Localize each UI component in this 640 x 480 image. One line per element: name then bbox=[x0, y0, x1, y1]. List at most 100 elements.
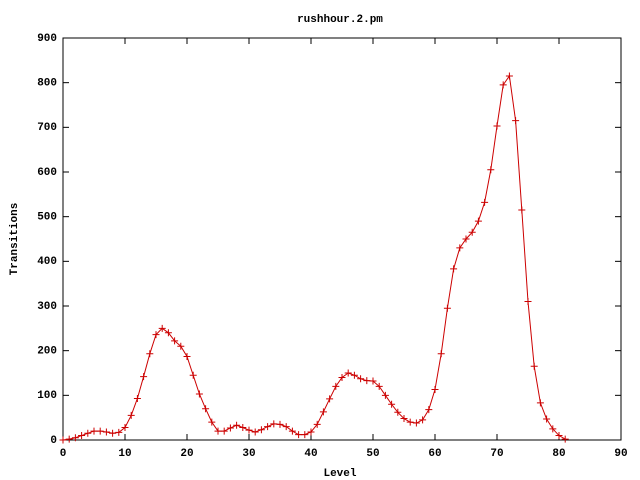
point-marker bbox=[102, 428, 110, 436]
point-marker bbox=[394, 408, 402, 416]
y-tick-label: 800 bbox=[37, 78, 57, 90]
point-marker bbox=[543, 415, 551, 423]
point-marker bbox=[338, 373, 346, 381]
point-marker bbox=[412, 419, 420, 427]
point-marker bbox=[505, 72, 513, 80]
point-marker bbox=[344, 369, 352, 377]
point-marker bbox=[357, 375, 365, 383]
x-tick-label: 60 bbox=[428, 448, 441, 460]
point-marker bbox=[189, 371, 197, 379]
point-marker bbox=[78, 432, 86, 440]
y-tick-label: 500 bbox=[37, 212, 57, 224]
point-marker bbox=[493, 122, 501, 130]
y-tick-label: 900 bbox=[37, 33, 57, 45]
x-tick-label: 10 bbox=[118, 448, 131, 460]
point-marker bbox=[183, 352, 191, 360]
point-marker bbox=[499, 81, 507, 89]
point-marker bbox=[443, 304, 451, 312]
y-tick-label: 100 bbox=[37, 390, 57, 402]
point-marker bbox=[171, 337, 179, 345]
point-marker bbox=[84, 429, 92, 437]
x-tick-label: 90 bbox=[614, 448, 627, 460]
y-axis-label: Transitions bbox=[9, 203, 21, 276]
point-marker bbox=[202, 405, 210, 413]
point-marker bbox=[549, 425, 557, 433]
point-marker bbox=[121, 423, 129, 431]
point-marker bbox=[264, 423, 272, 431]
point-marker bbox=[474, 217, 482, 225]
point-marker bbox=[288, 427, 296, 435]
chart-title: rushhour.2.pm bbox=[297, 14, 383, 26]
point-marker bbox=[419, 416, 427, 424]
point-marker bbox=[406, 418, 414, 426]
point-marker bbox=[375, 382, 383, 390]
point-marker bbox=[282, 423, 290, 431]
point-marker bbox=[431, 386, 439, 394]
point-marker bbox=[158, 324, 166, 332]
point-marker bbox=[270, 420, 278, 428]
point-marker bbox=[425, 406, 433, 414]
point-marker bbox=[233, 421, 241, 429]
point-marker bbox=[530, 362, 538, 370]
point-marker bbox=[561, 435, 569, 443]
y-tick-label: 700 bbox=[37, 122, 57, 134]
plot-border bbox=[62, 37, 622, 441]
y-tick-label: 200 bbox=[37, 346, 57, 358]
series-line bbox=[62, 74, 566, 441]
x-tick-label: 70 bbox=[490, 448, 503, 460]
x-tick-label: 50 bbox=[366, 448, 379, 460]
point-marker bbox=[462, 235, 470, 243]
point-marker bbox=[251, 428, 259, 436]
point-marker bbox=[195, 390, 203, 398]
point-marker bbox=[555, 432, 563, 440]
point-marker bbox=[152, 331, 160, 339]
point-marker bbox=[214, 427, 222, 435]
point-marker bbox=[245, 426, 253, 434]
point-marker bbox=[450, 265, 458, 273]
point-marker bbox=[319, 408, 327, 416]
point-marker bbox=[177, 342, 185, 350]
y-tick-label: 0 bbox=[50, 435, 57, 447]
point-marker bbox=[512, 117, 520, 125]
point-marker bbox=[388, 400, 396, 408]
point-marker bbox=[307, 428, 315, 436]
x-tick-label: 30 bbox=[242, 448, 255, 460]
point-marker bbox=[481, 198, 489, 206]
point-marker bbox=[109, 429, 117, 437]
point-marker bbox=[59, 436, 67, 444]
point-marker bbox=[295, 431, 303, 439]
y-tick-label: 300 bbox=[37, 301, 57, 313]
point-marker bbox=[146, 350, 154, 358]
point-marker bbox=[226, 424, 234, 432]
point-marker bbox=[363, 377, 371, 385]
point-marker bbox=[220, 427, 228, 435]
point-marker bbox=[524, 298, 532, 306]
y-tick-label: 600 bbox=[37, 167, 57, 179]
point-marker bbox=[239, 423, 247, 431]
point-marker bbox=[115, 428, 123, 436]
point-marker bbox=[468, 228, 476, 236]
point-marker bbox=[437, 350, 445, 358]
point-marker bbox=[140, 373, 148, 381]
point-marker bbox=[127, 411, 135, 419]
point-marker bbox=[301, 431, 309, 439]
y-tick-label: 400 bbox=[37, 256, 57, 268]
point-marker bbox=[518, 206, 526, 214]
point-marker bbox=[96, 427, 104, 435]
x-tick-label: 0 bbox=[60, 448, 67, 460]
point-marker bbox=[133, 394, 141, 402]
x-tick-label: 20 bbox=[180, 448, 193, 460]
point-marker bbox=[487, 166, 495, 174]
point-marker bbox=[65, 435, 73, 443]
x-tick-label: 40 bbox=[304, 448, 317, 460]
point-marker bbox=[381, 391, 389, 399]
point-marker bbox=[276, 420, 284, 428]
point-marker bbox=[71, 434, 79, 442]
point-marker bbox=[164, 329, 172, 337]
x-tick-label: 80 bbox=[552, 448, 565, 460]
point-marker bbox=[326, 395, 334, 403]
point-marker bbox=[257, 426, 265, 434]
point-marker bbox=[400, 415, 408, 423]
